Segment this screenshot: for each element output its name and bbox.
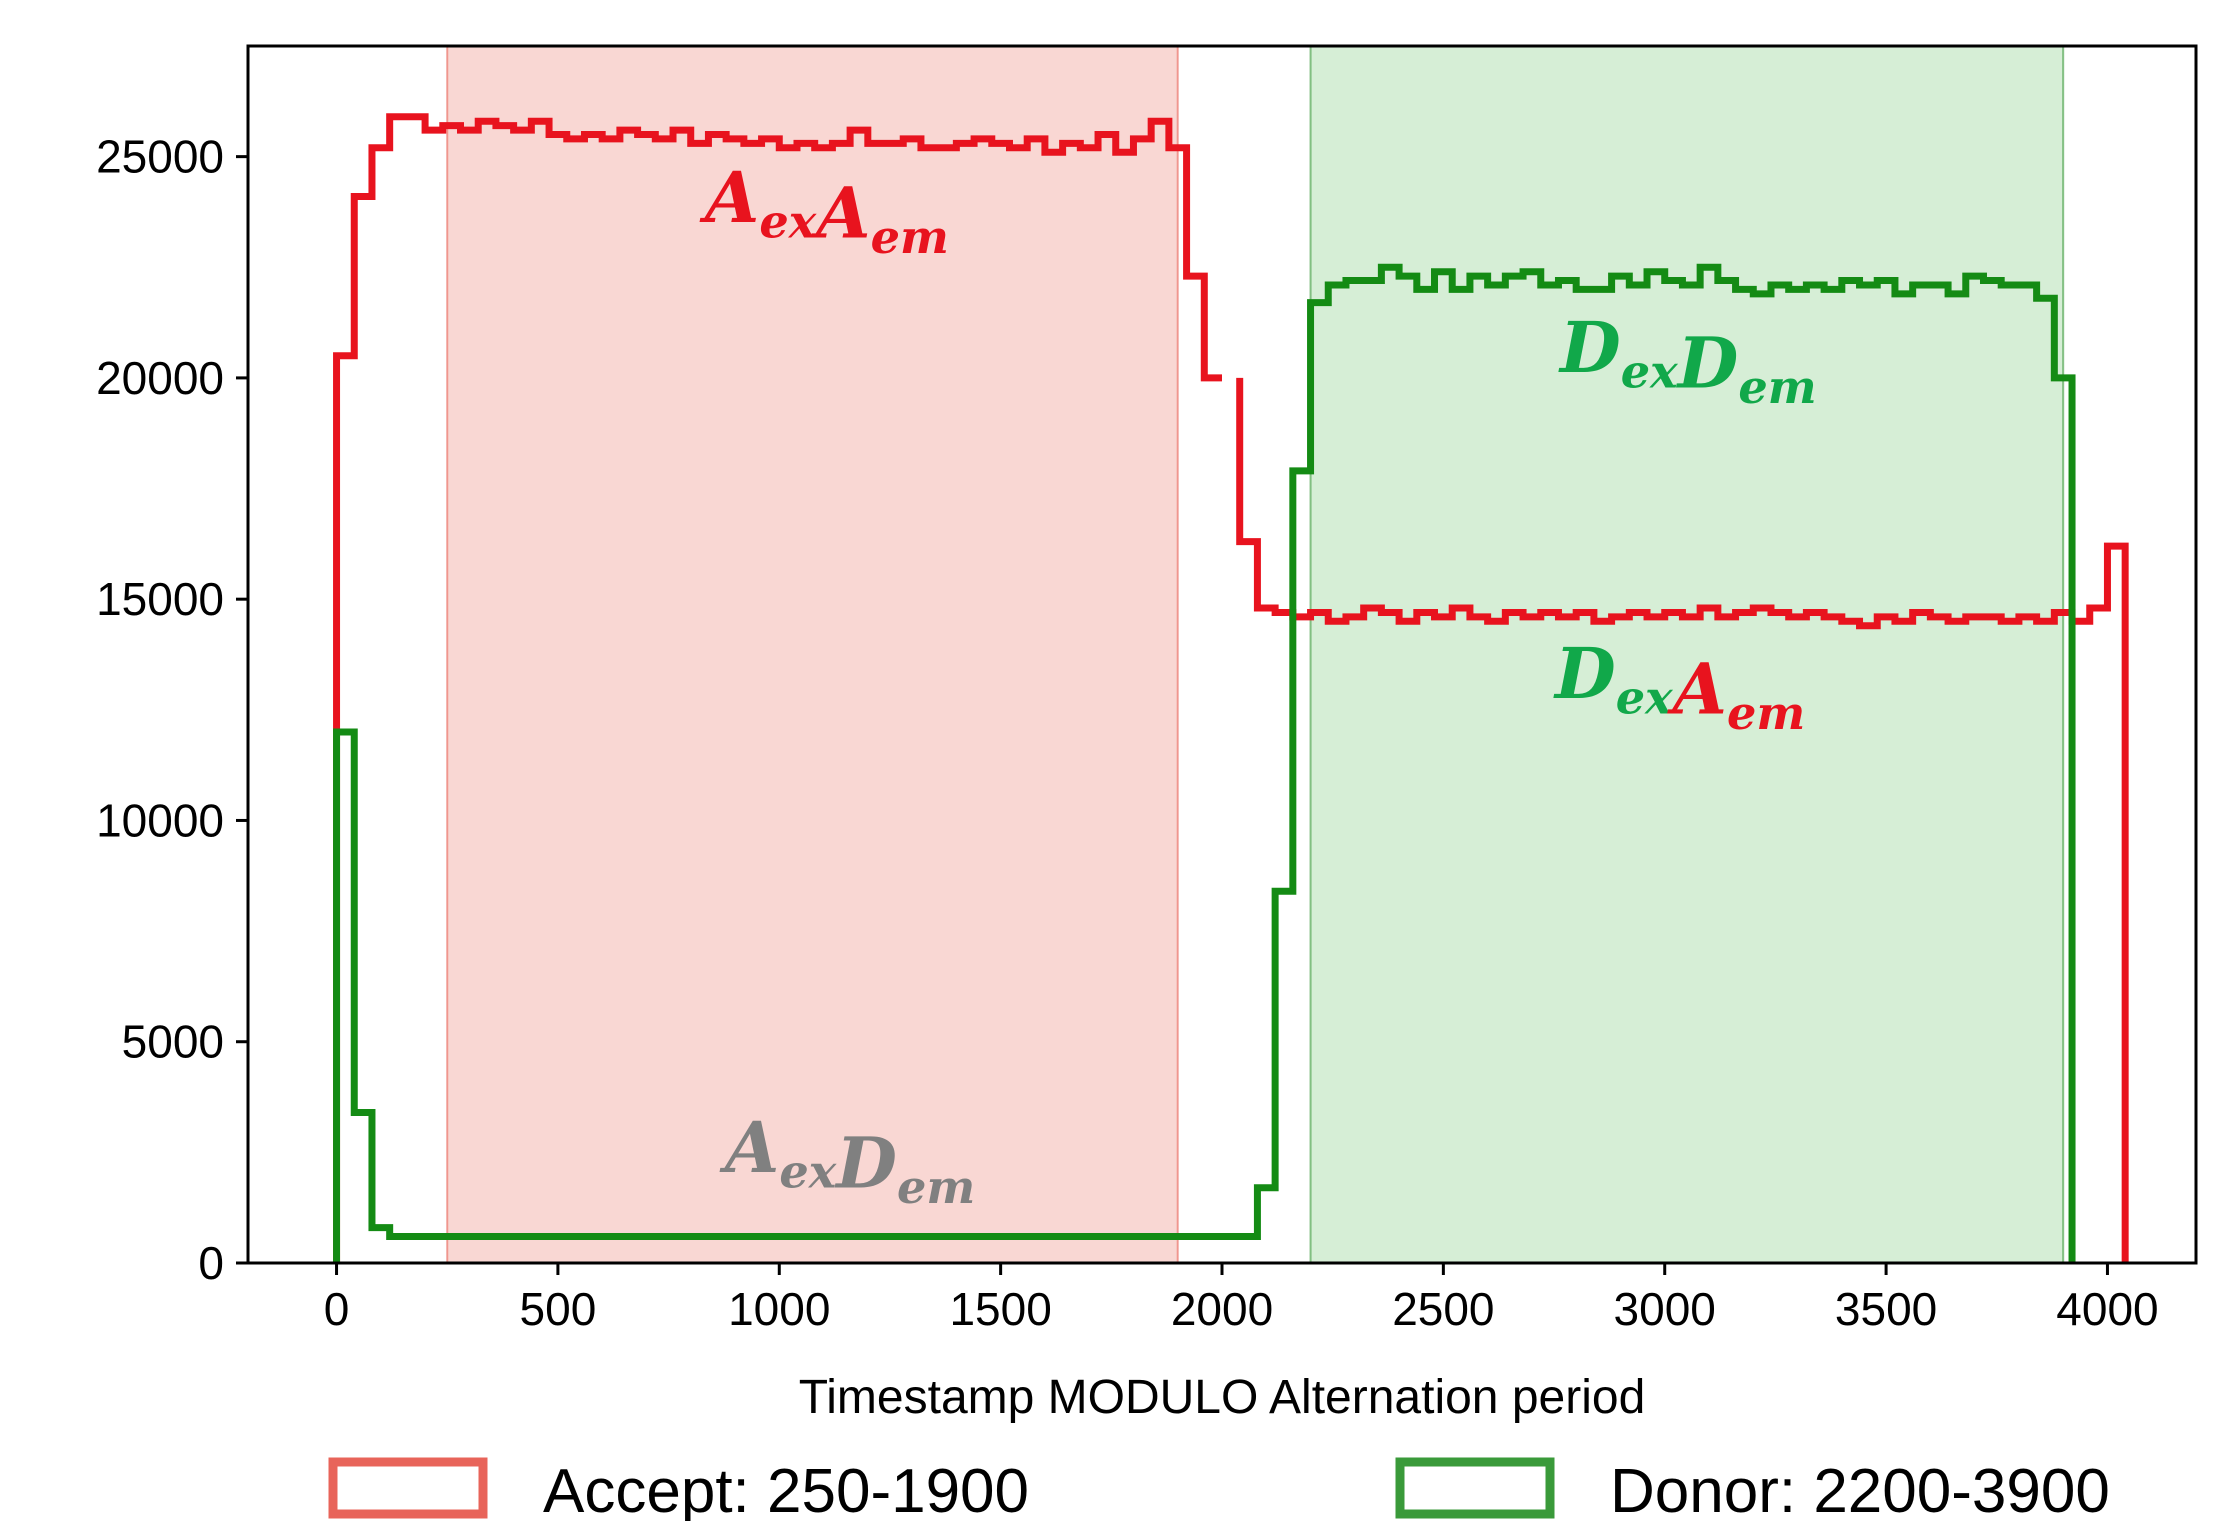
legend-label-1: Donor: 2200-3900 — [1610, 1457, 2110, 1521]
x-tick-label: 3000 — [1614, 1283, 1716, 1335]
x-tick-label: 3500 — [1835, 1283, 1937, 1335]
x-tick-label: 2000 — [1171, 1283, 1273, 1335]
x-tick-label: 500 — [520, 1283, 597, 1335]
x-tick-label: 2500 — [1392, 1283, 1494, 1335]
y-tick-label: 10000 — [96, 794, 224, 846]
shaded-regions — [446, 46, 2065, 1263]
legend-swatch-1 — [1395, 1457, 1555, 1519]
y-tick-label: 20000 — [96, 352, 224, 404]
x-tick-label: 1000 — [728, 1283, 830, 1335]
shaded-region-1 — [1310, 46, 2064, 1263]
legend-label-0: Accept: 250-1900 — [543, 1457, 1029, 1521]
annotation-DexDem: DexDem — [1558, 306, 1817, 414]
x-axis-label: Timestamp MODULO Alternation period — [799, 1371, 1646, 1424]
y-tick-label: 15000 — [96, 573, 224, 625]
x-tick-label: 1500 — [949, 1283, 1051, 1335]
series-AexAem — [333, 113, 1222, 1263]
legend-swatch-0 — [328, 1457, 488, 1519]
annotations: AexAem DexDem DexAem AexDem — [699, 156, 1817, 1214]
series-DexAem — [1236, 377, 2129, 1263]
x-axis-ticks: 0 500 1000 1500 2000 2500 3000 3500 4000 — [324, 1263, 2159, 1335]
x-tick-label: 0 — [324, 1283, 350, 1335]
y-tick-label: 25000 — [96, 131, 224, 183]
legend: Accept: 250-1900 Donor: 2200-3900 — [328, 1457, 2110, 1521]
y-tick-label: 5000 — [122, 1016, 224, 1068]
annotation-AexDem: AexDem — [719, 1106, 975, 1214]
series-DexDem — [333, 263, 2076, 1263]
x-tick-label: 4000 — [2056, 1283, 2158, 1335]
y-axis-ticks: 0 5000 10000 15000 20000 25000 — [96, 131, 248, 1289]
shaded-region-0 — [447, 46, 1178, 1263]
y-tick-label: 0 — [198, 1237, 224, 1289]
annotation-DexAem: DexAem — [1553, 632, 1805, 740]
annotation-AexAem: AexAem — [699, 156, 949, 264]
series-layer — [333, 113, 2129, 1263]
